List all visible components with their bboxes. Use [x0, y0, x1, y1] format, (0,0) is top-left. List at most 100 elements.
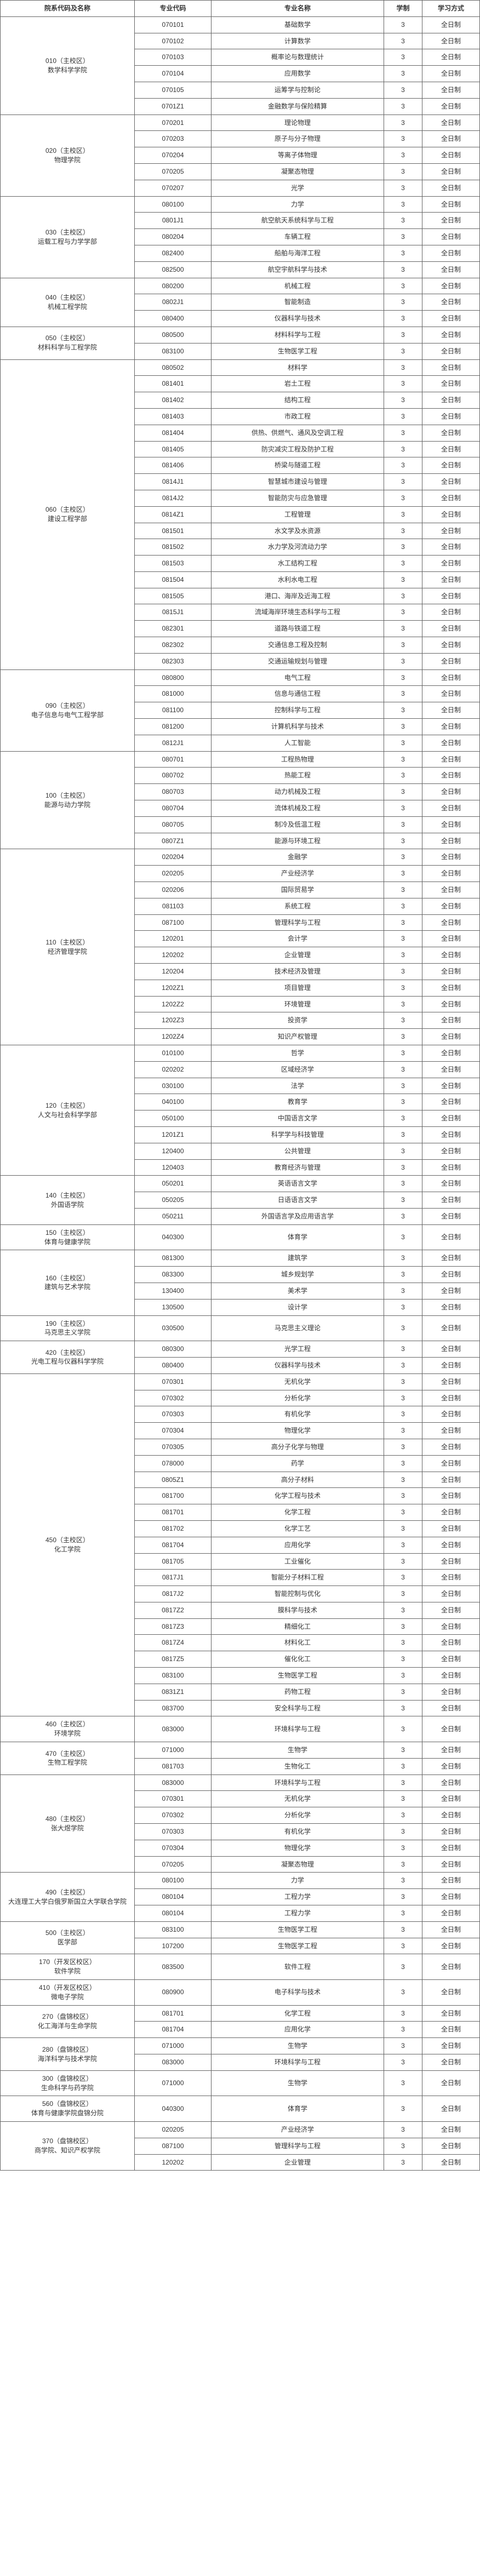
years-cell: 3 [384, 1357, 422, 1373]
major-code-cell: 107200 [135, 1938, 212, 1954]
major-name-cell: 智能分子材料工程 [212, 1570, 384, 1586]
major-name-cell: 工程力学 [212, 1889, 384, 1905]
years-cell: 3 [384, 2121, 422, 2138]
major-code-cell: 083300 [135, 1267, 212, 1283]
table-row: 480（主校区）张大煜学院083000环境科学与工程3全日制 [1, 1774, 480, 1791]
major-code-cell: 070201 [135, 115, 212, 131]
mode-cell: 全日制 [422, 213, 480, 229]
mode-cell: 全日制 [422, 1299, 480, 1315]
major-name-cell: 环境科学与工程 [212, 1716, 384, 1742]
major-code-cell: 1201Z1 [135, 1126, 212, 1143]
major-code-cell: 070204 [135, 147, 212, 164]
mode-cell: 全日制 [422, 1742, 480, 1759]
major-code-cell: 0817Z2 [135, 1602, 212, 1618]
years-cell: 3 [384, 686, 422, 702]
major-name-cell: 光学工程 [212, 1341, 384, 1358]
major-name-cell: 教育经济与管理 [212, 1159, 384, 1176]
major-name-cell: 人工智能 [212, 735, 384, 751]
mode-cell: 全日制 [422, 588, 480, 604]
mode-cell: 全日制 [422, 735, 480, 751]
major-name-cell: 企业管理 [212, 947, 384, 964]
mode-cell: 全日制 [422, 1423, 480, 1439]
major-code-cell: 070205 [135, 1856, 212, 1873]
years-cell: 3 [384, 1504, 422, 1521]
major-code-cell: 010100 [135, 1045, 212, 1062]
major-code-cell: 071000 [135, 2038, 212, 2054]
major-code-cell: 080204 [135, 229, 212, 245]
dept-cell: 490（主校区）大连理工大学白俄罗斯国立大学联合学院 [1, 1873, 135, 1921]
major-code-cell: 082302 [135, 637, 212, 654]
mode-cell: 全日制 [422, 1110, 480, 1127]
mode-cell: 全日制 [422, 931, 480, 947]
major-name-cell: 仪器科学与技术 [212, 311, 384, 327]
major-code-cell: 081701 [135, 1504, 212, 1521]
years-cell: 3 [384, 376, 422, 392]
major-name-cell: 力学 [212, 196, 384, 213]
major-name-cell: 催化化工 [212, 1651, 384, 1668]
mode-cell: 全日制 [422, 1700, 480, 1716]
major-name-cell: 生物化工 [212, 1758, 384, 1774]
mode-cell: 全日制 [422, 2138, 480, 2154]
years-cell: 3 [384, 1774, 422, 1791]
major-code-cell: 050100 [135, 1110, 212, 1127]
major-name-cell: 流域海岸环境生态科学与工程 [212, 604, 384, 621]
table-row: 460（主校区）环境学院083000环境科学与工程3全日制 [1, 1716, 480, 1742]
mode-cell: 全日制 [422, 1488, 480, 1504]
major-name-cell: 水力学及河流动力学 [212, 539, 384, 556]
mode-cell: 全日制 [422, 849, 480, 866]
major-name-cell: 热能工程 [212, 768, 384, 784]
major-code-cell: 080104 [135, 1889, 212, 1905]
major-name-cell: 产业经济学 [212, 866, 384, 882]
mode-cell: 全日制 [422, 278, 480, 294]
major-code-cell: 081200 [135, 719, 212, 735]
mode-cell: 全日制 [422, 1938, 480, 1954]
major-name-cell: 材料科学与工程 [212, 327, 384, 343]
major-code-cell: 070303 [135, 1406, 212, 1423]
table-row: 120（主校区）人文与社会科学学部010100哲学3全日制 [1, 1045, 480, 1062]
mode-cell: 全日制 [422, 245, 480, 261]
major-name-cell: 系统工程 [212, 898, 384, 914]
mode-cell: 全日制 [422, 1586, 480, 1602]
major-name-cell: 生物医学工程 [212, 1938, 384, 1954]
major-code-cell: 081405 [135, 441, 212, 457]
header-years: 学制 [384, 1, 422, 17]
mode-cell: 全日制 [422, 882, 480, 898]
mode-cell: 全日制 [422, 1094, 480, 1110]
mode-cell: 全日制 [422, 768, 480, 784]
major-code-cell: 070302 [135, 1390, 212, 1406]
table-row: 500（主校区）医学部083100生物医学工程3全日制 [1, 1921, 480, 1938]
years-cell: 3 [384, 1472, 422, 1488]
major-name-cell: 软件工程 [212, 1954, 384, 1980]
major-code-cell: 081505 [135, 588, 212, 604]
mode-cell: 全日制 [422, 1635, 480, 1651]
table-row: 150（主校区）体育与健康学院040300体育学3全日制 [1, 1224, 480, 1250]
years-cell: 3 [384, 588, 422, 604]
mode-cell: 全日制 [422, 996, 480, 1012]
mode-cell: 全日制 [422, 621, 480, 637]
years-cell: 3 [384, 571, 422, 588]
major-code-cell: 050201 [135, 1176, 212, 1192]
table-row: 420（主校区）光电工程与仪器科学学院080300光学工程3全日制 [1, 1341, 480, 1358]
years-cell: 3 [384, 1635, 422, 1651]
major-code-cell: 070304 [135, 1840, 212, 1856]
mode-cell: 全日制 [422, 1250, 480, 1267]
table-row: 560（盘锦校区）体育与健康学院盘锦分院040300体育学3全日制 [1, 2096, 480, 2122]
years-cell: 3 [384, 1618, 422, 1635]
mode-cell: 全日制 [422, 33, 480, 49]
major-name-cell: 无机化学 [212, 1791, 384, 1807]
major-name-cell: 市政工程 [212, 408, 384, 425]
major-code-cell: 070303 [135, 1824, 212, 1840]
table-row: 040（主校区）机械工程学院080200机械工程3全日制 [1, 278, 480, 294]
years-cell: 3 [384, 1110, 422, 1127]
major-name-cell: 岩土工程 [212, 376, 384, 392]
major-code-cell: 0805Z1 [135, 1472, 212, 1488]
years-cell: 3 [384, 1954, 422, 1980]
major-name-cell: 应用数学 [212, 66, 384, 82]
major-name-cell: 化学工程 [212, 2005, 384, 2022]
major-code-cell: 020202 [135, 1061, 212, 1078]
years-cell: 3 [384, 1176, 422, 1192]
table-row: 470（主校区）生物工程学院071000生物学3全日制 [1, 1742, 480, 1759]
major-code-cell: 083000 [135, 1774, 212, 1791]
major-code-cell: 080502 [135, 359, 212, 376]
major-name-cell: 水工结构工程 [212, 556, 384, 572]
